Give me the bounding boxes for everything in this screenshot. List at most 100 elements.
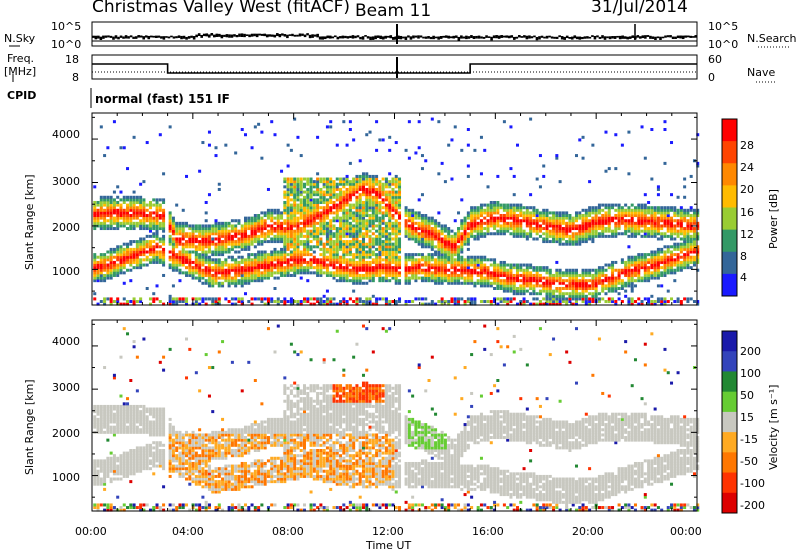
power-cell: [194, 253, 198, 257]
power-cell: [417, 260, 421, 264]
power-cell: [106, 297, 110, 301]
power-cell: [440, 240, 444, 244]
power-cell: [99, 224, 103, 228]
power-cell: [126, 242, 130, 246]
power-cell: [584, 232, 588, 236]
power-cell: [266, 297, 270, 301]
power-cell: [319, 266, 323, 270]
power-cell: [692, 240, 696, 244]
power-cell: [329, 182, 333, 186]
power-cell: [155, 208, 159, 212]
power-cell: [630, 227, 634, 231]
power-cell: [283, 208, 287, 212]
power-cell: [388, 219, 392, 223]
power-cell: [260, 224, 264, 228]
power-cell: [273, 133, 277, 137]
power-cell: [201, 253, 205, 257]
power-cell: [430, 240, 434, 244]
power-cell: [542, 289, 546, 293]
power-cell: [329, 200, 333, 204]
power-cell: [552, 302, 556, 306]
power-cell: [388, 250, 392, 254]
power-cell: [538, 279, 542, 283]
power-cell: [640, 266, 644, 270]
power-cell: [506, 297, 510, 301]
power-cell: [332, 255, 336, 259]
power-cell: [624, 281, 628, 285]
power-cell: [266, 300, 270, 304]
power-cell: [371, 242, 375, 246]
power-cell: [542, 174, 546, 178]
power-cell: [679, 219, 683, 223]
power-cell: [542, 281, 546, 285]
power-cell: [204, 302, 208, 306]
power-cell: [207, 240, 211, 244]
power-cell: [227, 273, 231, 277]
power-cell: [375, 180, 379, 184]
power-cell: [552, 273, 556, 277]
power-cell: [584, 300, 588, 304]
power-cell: [516, 221, 520, 225]
power-cell: [420, 224, 424, 228]
power-cell: [394, 300, 398, 304]
power-cell: [407, 234, 411, 238]
power-cell: [483, 271, 487, 275]
power-cell: [355, 216, 359, 220]
power-cell: [692, 216, 696, 220]
power-cell: [112, 200, 116, 204]
power-cell: [604, 284, 608, 288]
power-cell: [375, 198, 379, 202]
power-cell: [381, 221, 385, 225]
power-cell: [234, 245, 238, 249]
power-cell: [158, 258, 162, 262]
power-cell: [479, 221, 483, 225]
power-cell: [230, 276, 234, 280]
power-cell: [555, 156, 559, 160]
power-cell: [391, 200, 395, 204]
power-cell: [447, 237, 451, 241]
power-cell: [538, 302, 542, 306]
noise-trace-segment: [639, 36, 642, 39]
power-cell: [676, 266, 680, 270]
power-cell: [342, 198, 346, 202]
power-cell: [656, 260, 660, 264]
power-cell: [280, 169, 284, 173]
power-cell: [457, 302, 461, 306]
power-cell: [620, 300, 624, 304]
power-cell: [597, 268, 601, 272]
power-cell: [535, 276, 539, 280]
power-cell: [417, 297, 421, 301]
power-cell: [375, 234, 379, 238]
power-cell: [384, 227, 388, 231]
power-cell: [266, 224, 270, 228]
power-cell: [126, 216, 130, 220]
power-cell: [499, 214, 503, 218]
power-cell: [571, 219, 575, 223]
power-cell: [561, 221, 565, 225]
power-cell: [306, 221, 310, 225]
power-cell: [604, 234, 608, 238]
power-cell: [463, 281, 467, 285]
power-cell: [689, 255, 693, 259]
power-cell: [499, 297, 503, 301]
noise-trace-segment: [99, 36, 103, 41]
power-cell: [250, 227, 254, 231]
power-cell: [201, 242, 205, 246]
power-cell: [437, 240, 441, 244]
power-cell: [319, 302, 323, 306]
power-cell: [355, 276, 359, 280]
power-cell: [607, 286, 611, 290]
power-cell: [145, 263, 149, 267]
power-cell: [253, 234, 257, 238]
power-cell: [358, 297, 362, 301]
power-cell: [250, 263, 254, 267]
power-cell: [411, 214, 415, 218]
power-cell: [332, 211, 336, 215]
power-cell: [96, 271, 100, 275]
power-cell: [352, 182, 356, 186]
power-cell: [280, 268, 284, 272]
power-cell: [679, 242, 683, 246]
power-cell: [309, 214, 313, 218]
power-cell: [404, 211, 408, 215]
power-cell: [191, 245, 195, 249]
